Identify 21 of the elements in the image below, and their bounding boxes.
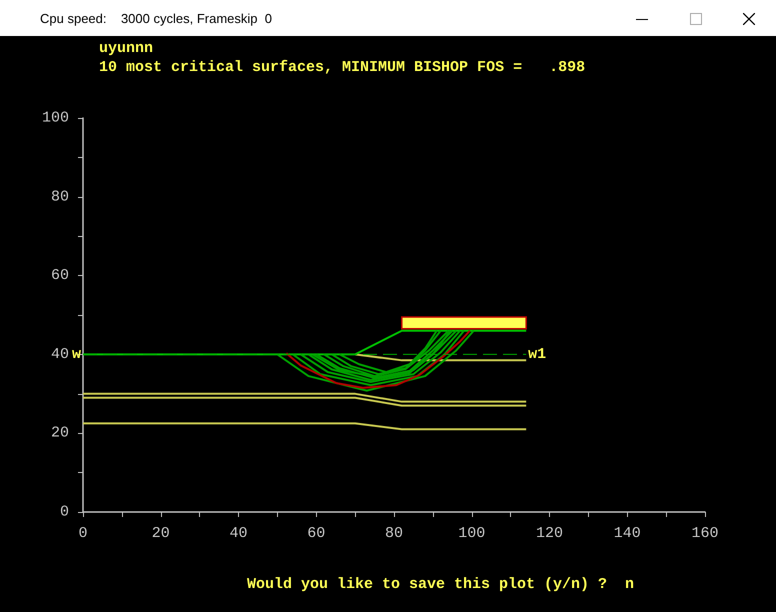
chart-subtitle: 10 most critical surfaces, MINIMUM BISHOP FOS = .898 bbox=[99, 59, 586, 76]
x-tick-label: 160 bbox=[691, 525, 719, 542]
x-tick-label: 60 bbox=[307, 525, 326, 542]
annotation: w bbox=[72, 346, 81, 363]
x-tick-label: 120 bbox=[536, 525, 564, 542]
x-tick-label: 20 bbox=[152, 525, 170, 542]
x-tick-label: 40 bbox=[229, 525, 248, 542]
x-tick-label: 80 bbox=[384, 525, 404, 542]
x-tick-label: 140 bbox=[614, 525, 641, 542]
y-tick-label: 0 bbox=[60, 504, 69, 520]
x-tick-label: 100 bbox=[458, 525, 486, 542]
text: Cpu speed: 3000 cycles, Frameskip 0 bbox=[40, 11, 272, 26]
x-tick-label: 0 bbox=[78, 525, 88, 542]
text: Would you like to save this plot (y/n) ? n bbox=[247, 576, 634, 593]
y-tick-label: 20 bbox=[50, 424, 69, 442]
annotation: w1 bbox=[528, 346, 546, 363]
y-tick-label: 40 bbox=[50, 346, 69, 363]
y-tick-label: 100 bbox=[42, 110, 69, 126]
y-tick-label: 60 bbox=[50, 267, 69, 284]
y-tick-label: 80 bbox=[50, 188, 69, 206]
chart-title: uyunnn bbox=[99, 40, 154, 57]
